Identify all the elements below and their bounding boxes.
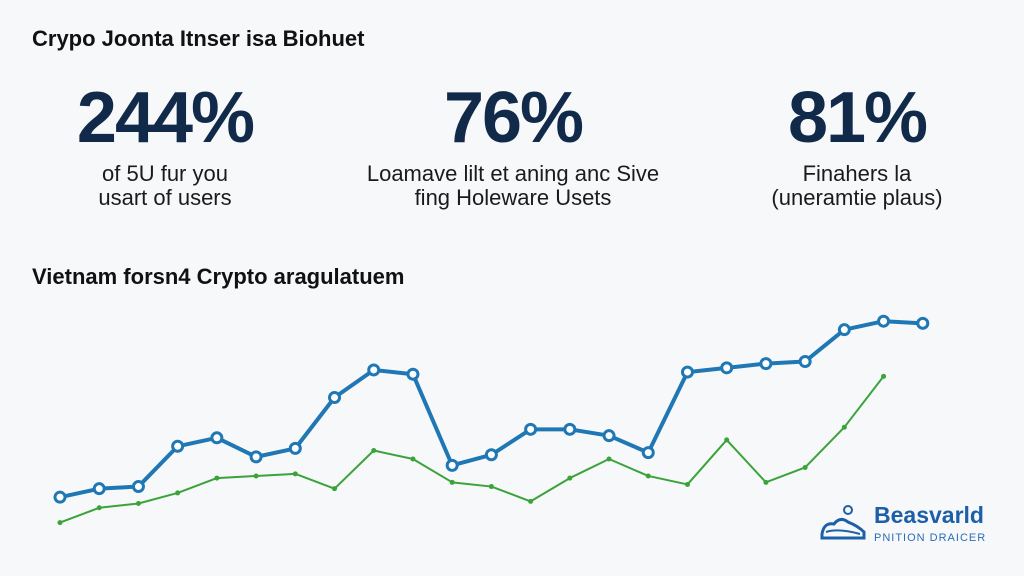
series-0-point-1: [92, 482, 106, 496]
series-1-point-4: [214, 475, 220, 481]
series-1-point-2: [135, 501, 141, 507]
series-1-point-10: [449, 479, 455, 485]
series-1-point-21: [881, 373, 887, 379]
series-1-point-3: [175, 490, 181, 496]
series-0-point-19: [798, 354, 812, 368]
series-1-point-0: [57, 520, 63, 526]
stat-caption: Loamave lilt et aning anc Sive fing Hole…: [366, 161, 660, 210]
series-1-point-13: [567, 475, 573, 481]
series-line-0: [59, 319, 923, 500]
series-1-point-14: [606, 456, 612, 462]
series-0-point-15: [641, 446, 655, 460]
series-0-point-3: [171, 439, 185, 453]
series-0-point-21: [877, 314, 891, 328]
logo-brand-text: Beasvarld: [874, 502, 984, 528]
page-title: Crypo Joonta Itnser isa Biohuet: [32, 26, 365, 51]
shoe-logo-icon: [820, 505, 866, 540]
series-line-1: [59, 375, 885, 524]
series-0-point-22: [916, 316, 930, 330]
series-0-point-5: [249, 450, 263, 464]
series-0-point-18: [759, 357, 773, 371]
series-1-point-8: [371, 448, 377, 454]
series-0-point-7: [328, 391, 342, 405]
series-0-point-13: [563, 422, 577, 436]
stat-caption: of 5U fur you usart of users: [98, 161, 232, 210]
series-0-point-20: [837, 323, 851, 337]
logo-tagline: PNITION DRAICER: [874, 532, 987, 544]
series-1-point-5: [253, 473, 259, 479]
series-0-point-9: [406, 367, 420, 381]
series-0-point-14: [602, 429, 616, 443]
series-1-point-17: [724, 437, 730, 443]
series-1-point-7: [332, 486, 338, 492]
series-1-point-18: [763, 479, 769, 485]
series-0-point-8: [367, 363, 381, 377]
series-1-point-6: [292, 471, 298, 477]
series-1-point-11: [488, 484, 494, 490]
series-1-point-1: [96, 505, 102, 511]
stat-card-financers: 81% Finahers la (uneramtie plaus): [692, 78, 1022, 210]
series-0-point-12: [524, 422, 538, 436]
stat-caption: Finahers la (uneramtie plaus): [771, 161, 943, 210]
stat-value: 81%: [787, 78, 928, 158]
series-1-point-16: [684, 481, 690, 487]
series-0-point-2: [131, 480, 145, 494]
series-1-point-9: [410, 456, 416, 462]
series-0-point-0: [53, 490, 67, 504]
series-0-point-10: [445, 458, 459, 472]
series-0-point-4: [210, 431, 224, 445]
series-0-point-6: [288, 441, 302, 455]
stat-card-hardware: 76% Loamave lilt et aning anc Sive fing …: [348, 78, 678, 210]
series-1-point-19: [802, 464, 808, 470]
series-1-point-15: [645, 473, 651, 479]
series-1-point-20: [841, 424, 847, 430]
series-1-point-12: [528, 498, 534, 504]
brand-logo: Beasvarld PNITION DRAICER: [818, 502, 998, 552]
stat-card-users: 244% of 5U fur you usart of users: [0, 78, 330, 210]
chart-title: Vietnam forsn4 Crypto aragulatuem: [32, 264, 405, 289]
series-0-point-11: [484, 448, 498, 462]
stat-value: 76%: [443, 78, 584, 158]
series-0-point-17: [720, 361, 734, 375]
series-0-point-16: [680, 365, 694, 379]
stat-value: 244%: [76, 78, 255, 158]
